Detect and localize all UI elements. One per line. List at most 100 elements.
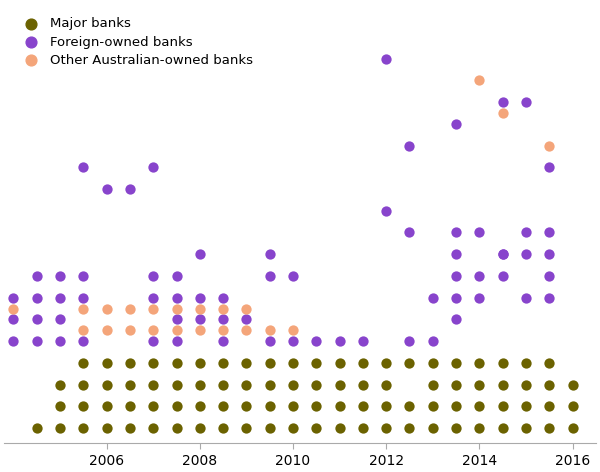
Point: [79, 424, 88, 432]
Point: [102, 185, 112, 193]
Point: [148, 403, 158, 410]
Point: [521, 359, 531, 367]
Point: [265, 337, 275, 345]
Point: [102, 327, 112, 334]
Point: [335, 359, 344, 367]
Point: [172, 327, 181, 334]
Point: [242, 327, 251, 334]
Point: [148, 327, 158, 334]
Point: [568, 403, 577, 410]
Point: [288, 403, 298, 410]
Point: [498, 381, 508, 388]
Point: [498, 109, 508, 117]
Point: [55, 403, 65, 410]
Point: [544, 424, 554, 432]
Point: [125, 403, 135, 410]
Point: [265, 251, 275, 258]
Point: [382, 359, 391, 367]
Point: [404, 424, 414, 432]
Point: [358, 337, 368, 345]
Point: [195, 403, 205, 410]
Point: [125, 359, 135, 367]
Point: [568, 381, 577, 388]
Point: [288, 272, 298, 280]
Point: [79, 305, 88, 312]
Point: [568, 424, 577, 432]
Point: [382, 403, 391, 410]
Point: [521, 229, 531, 236]
Point: [148, 294, 158, 302]
Point: [288, 327, 298, 334]
Point: [125, 381, 135, 388]
Point: [544, 142, 554, 149]
Point: [451, 251, 461, 258]
Point: [288, 337, 298, 345]
Point: [195, 327, 205, 334]
Point: [404, 142, 414, 149]
Point: [521, 424, 531, 432]
Point: [358, 403, 368, 410]
Point: [475, 403, 484, 410]
Point: [218, 403, 228, 410]
Point: [498, 251, 508, 258]
Point: [102, 424, 112, 432]
Point: [32, 337, 41, 345]
Point: [172, 424, 181, 432]
Point: [451, 120, 461, 127]
Point: [544, 294, 554, 302]
Point: [218, 359, 228, 367]
Point: [544, 403, 554, 410]
Point: [172, 305, 181, 312]
Point: [544, 163, 554, 171]
Point: [451, 403, 461, 410]
Point: [79, 163, 88, 171]
Point: [79, 359, 88, 367]
Point: [382, 424, 391, 432]
Point: [79, 337, 88, 345]
Point: [521, 294, 531, 302]
Point: [311, 359, 321, 367]
Point: [218, 381, 228, 388]
Point: [451, 229, 461, 236]
Point: [102, 381, 112, 388]
Point: [475, 229, 484, 236]
Point: [79, 327, 88, 334]
Point: [148, 424, 158, 432]
Point: [521, 381, 531, 388]
Point: [544, 251, 554, 258]
Point: [148, 305, 158, 312]
Point: [451, 359, 461, 367]
Point: [451, 424, 461, 432]
Point: [544, 229, 554, 236]
Point: [148, 337, 158, 345]
Point: [55, 272, 65, 280]
Point: [311, 381, 321, 388]
Point: [148, 272, 158, 280]
Point: [125, 185, 135, 193]
Point: [265, 424, 275, 432]
Point: [55, 424, 65, 432]
Point: [358, 381, 368, 388]
Point: [288, 424, 298, 432]
Point: [544, 359, 554, 367]
Point: [265, 403, 275, 410]
Point: [8, 337, 18, 345]
Point: [172, 381, 181, 388]
Point: [451, 272, 461, 280]
Point: [404, 359, 414, 367]
Point: [451, 381, 461, 388]
Point: [404, 229, 414, 236]
Point: [265, 327, 275, 334]
Point: [8, 294, 18, 302]
Point: [475, 381, 484, 388]
Point: [265, 272, 275, 280]
Point: [218, 316, 228, 323]
Point: [172, 403, 181, 410]
Point: [8, 305, 18, 312]
Point: [195, 359, 205, 367]
Point: [265, 359, 275, 367]
Point: [242, 316, 251, 323]
Point: [218, 294, 228, 302]
Point: [335, 403, 344, 410]
Point: [102, 359, 112, 367]
